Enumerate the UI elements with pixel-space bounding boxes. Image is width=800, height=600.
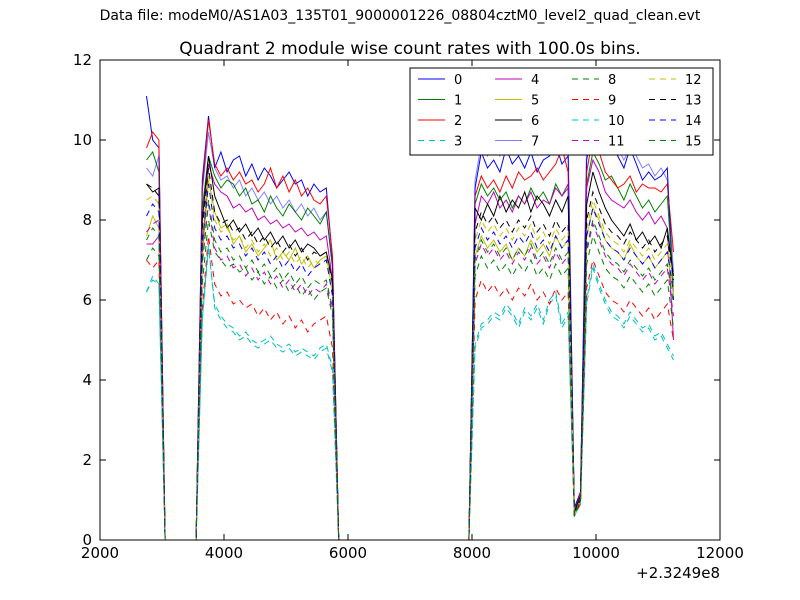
legend-label-11: 11 bbox=[608, 135, 625, 150]
series-line-11 bbox=[146, 203, 674, 541]
legend-label-3: 3 bbox=[454, 135, 462, 150]
series-line-8 bbox=[146, 219, 674, 541]
legend-label-0: 0 bbox=[454, 73, 462, 88]
y-tick-label: 6 bbox=[82, 291, 92, 309]
series-line-4 bbox=[146, 158, 674, 541]
series-line-12 bbox=[146, 175, 674, 541]
series-line-6 bbox=[146, 155, 674, 541]
legend-label-13: 13 bbox=[685, 94, 702, 109]
series-line-9 bbox=[146, 235, 674, 541]
y-tick-label: 12 bbox=[73, 51, 92, 69]
legend-label-5: 5 bbox=[531, 94, 539, 109]
series-layer bbox=[146, 95, 674, 541]
x-tick-label: 10000 bbox=[572, 544, 620, 562]
y-tick-label: 2 bbox=[82, 451, 92, 469]
x-tick-label: 6000 bbox=[329, 544, 367, 562]
y-tick-label: 4 bbox=[82, 371, 92, 389]
legend-label-1: 1 bbox=[454, 94, 462, 109]
legend-label-9: 9 bbox=[608, 94, 616, 109]
legend-label-15: 15 bbox=[685, 135, 702, 150]
y-tick-label: 10 bbox=[73, 131, 92, 149]
series-line-3 bbox=[146, 243, 674, 541]
x-tick-label: 2000 bbox=[81, 544, 119, 562]
x-tick-label: 8000 bbox=[453, 544, 491, 562]
series-line-5 bbox=[146, 179, 674, 541]
series-line-15 bbox=[146, 199, 674, 541]
legend-label-10: 10 bbox=[608, 114, 625, 129]
x-offset-label: +2.3249e8 bbox=[636, 564, 720, 582]
legend-label-2: 2 bbox=[454, 114, 462, 129]
chart-title: Quadrant 2 module wise count rates with … bbox=[179, 39, 640, 59]
series-line-14 bbox=[146, 183, 674, 541]
legend-label-7: 7 bbox=[531, 135, 539, 150]
series-line-2 bbox=[146, 119, 674, 541]
legend-label-8: 8 bbox=[608, 73, 616, 88]
y-tick-label: 8 bbox=[82, 211, 92, 229]
figure-suptitle: Data file: modeM0/AS1A03_135T01_90000012… bbox=[99, 8, 701, 24]
legend-label-6: 6 bbox=[531, 114, 539, 129]
legend-label-12: 12 bbox=[685, 73, 702, 88]
legend-label-14: 14 bbox=[685, 114, 702, 129]
x-tick-label: 12000 bbox=[696, 544, 744, 562]
series-line-13 bbox=[146, 167, 674, 541]
x-tick-label: 4000 bbox=[205, 544, 243, 562]
y-tick-label: 0 bbox=[82, 531, 92, 549]
series-line-10 bbox=[146, 247, 674, 541]
legend-label-4: 4 bbox=[531, 73, 539, 88]
